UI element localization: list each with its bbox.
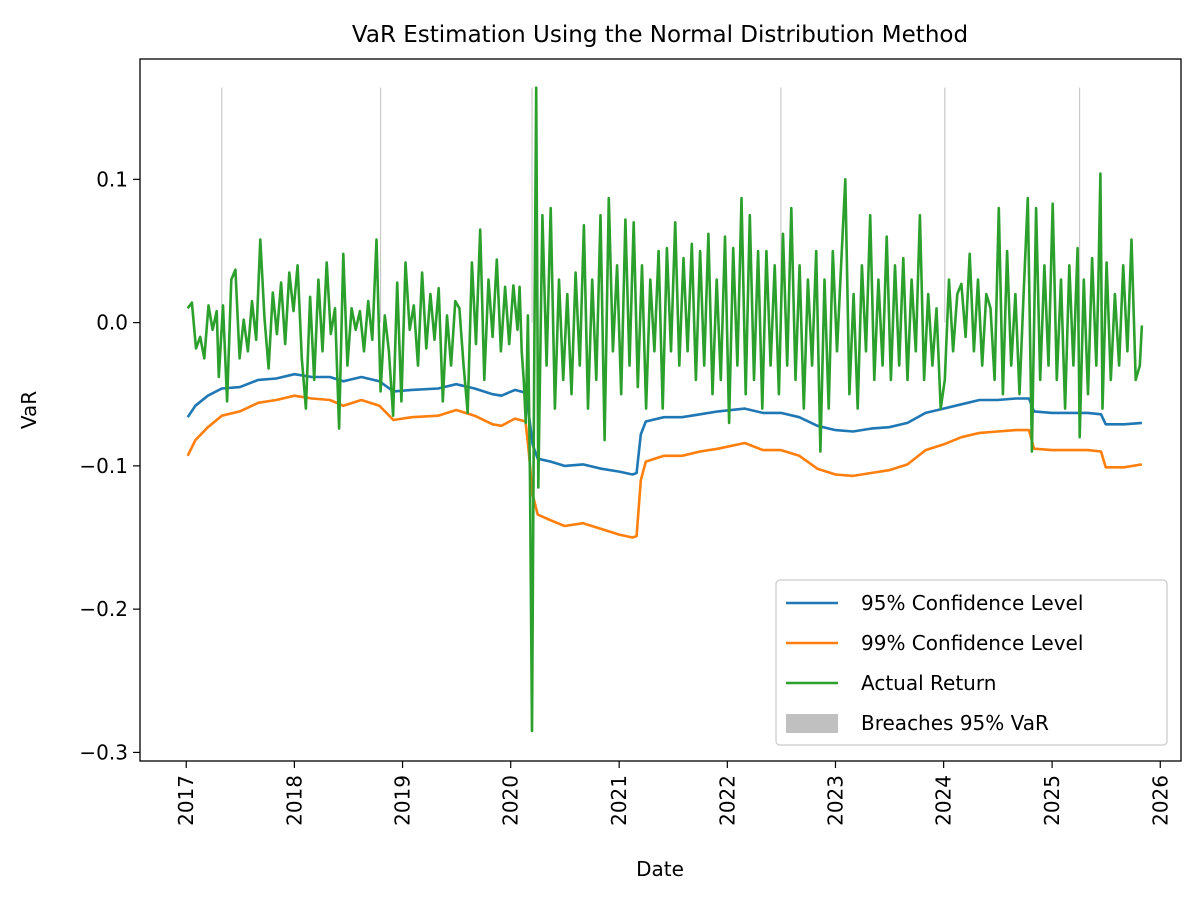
x-tick-label-4: 2021 xyxy=(607,775,631,826)
legend-entries: 95% Confidence Level 99% Confidence Level… xyxy=(786,591,1083,735)
legend: 95% Confidence Level 99% Confidence Level… xyxy=(775,579,1168,746)
x-tick-label-2: 2019 xyxy=(391,775,415,826)
y-tick-label-1: 0.0 xyxy=(96,311,128,335)
x-tick-label-8: 2025 xyxy=(1040,775,1064,826)
legend-box xyxy=(775,579,1168,746)
x-tick-label-0: 2017 xyxy=(174,775,198,826)
plot-area-frame xyxy=(139,58,1182,762)
x-tick-label-9: 2026 xyxy=(1148,775,1172,826)
chart-title: VaR Estimation Using the Normal Distribu… xyxy=(352,22,968,48)
y-tick-label-2: −0.1 xyxy=(79,454,128,478)
legend-swatch-3 xyxy=(786,714,838,733)
series-line-2 xyxy=(186,86,1144,733)
x-tick-label-1: 2018 xyxy=(282,775,306,826)
series-line-0 xyxy=(186,372,1143,476)
series-line-1 xyxy=(186,394,1143,539)
y-axis: 0.1 0.0 −0.1 −0.2 −0.3 xyxy=(79,167,140,764)
x-axis: 2017 2018 2019 2020 2021 2022 2023 2024 2025 2026 xyxy=(174,761,1172,826)
legend-label-3: Breaches 95% VaR xyxy=(861,711,1049,735)
y-tick-label-0: 0.1 xyxy=(96,167,128,191)
legend-label-0: 95% Confidence Level xyxy=(861,591,1083,615)
x-tick-label-7: 2024 xyxy=(932,775,956,826)
y-axis-label: VaR xyxy=(17,391,41,429)
y-tick-label-4: −0.3 xyxy=(79,740,128,764)
legend-label-2: Actual Return xyxy=(861,671,996,695)
series-lines xyxy=(186,86,1144,733)
breach-markers xyxy=(221,87,1081,323)
x-tick-label-5: 2022 xyxy=(715,775,739,826)
x-tick-label-3: 2020 xyxy=(499,775,523,826)
y-tick-label-3: −0.2 xyxy=(79,597,128,621)
x-tick-label-6: 2023 xyxy=(824,775,848,826)
x-axis-label: Date xyxy=(636,857,684,881)
legend-label-1: 99% Confidence Level xyxy=(861,631,1083,655)
